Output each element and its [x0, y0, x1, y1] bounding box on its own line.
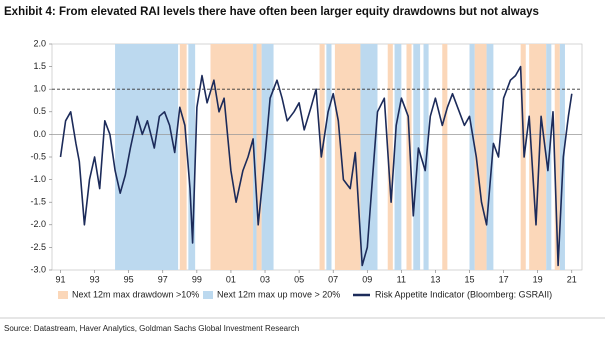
y-tick-label: 0.0 [33, 129, 46, 139]
shaded-band [469, 44, 475, 270]
shaded-band [520, 44, 526, 270]
y-tick-label: -0.5 [30, 151, 46, 161]
x-tick-label: 15 [465, 274, 475, 284]
shaded-band [319, 44, 325, 270]
y-tick-label: 2.0 [33, 38, 46, 48]
x-tick-label: 95 [124, 274, 134, 284]
shaded-band [115, 44, 179, 270]
y-tick-label: -1.0 [30, 174, 46, 184]
shaded-band [261, 44, 274, 270]
x-tick-label: 01 [226, 274, 236, 284]
y-tick-label: -3.0 [30, 264, 46, 274]
shaded-band [188, 44, 196, 270]
x-tick-label: 99 [192, 274, 202, 284]
legend-label: Risk Appetite Indicator (Bloomberg: GSRA… [375, 289, 552, 299]
x-tick-label: 07 [328, 274, 338, 284]
legend-label: Next 12m max drawdown >10% [72, 289, 199, 299]
x-tick-label: 03 [260, 274, 270, 284]
shaded-band [179, 44, 187, 270]
x-tick-label: 19 [533, 274, 543, 284]
chart-title: Exhibit 4: From elevated RAI levels ther… [4, 6, 539, 18]
shaded-band [413, 44, 421, 270]
x-tick-label: 91 [56, 274, 66, 284]
legend-swatch [203, 291, 213, 299]
x-tick-label: 05 [294, 274, 304, 284]
line-series [59, 65, 573, 267]
shaded-band [210, 44, 254, 270]
source: Source: Datastream, Haver Analytics, Gol… [4, 324, 299, 333]
y-tick-label: -2.5 [30, 242, 46, 252]
x-tick-label: 17 [499, 274, 509, 284]
shaded-band [387, 44, 393, 270]
x-tick-label: 93 [90, 274, 100, 284]
shaded-band [554, 44, 560, 270]
shaded-band [442, 44, 448, 270]
x-tick-label: 97 [158, 274, 168, 284]
shaded-band [559, 44, 565, 270]
y-tick-label: -2.0 [30, 219, 46, 229]
shaded-band [486, 44, 494, 270]
y-tick-label: 1.5 [33, 61, 46, 71]
shaded-band [326, 44, 332, 270]
shaded-band [360, 44, 378, 270]
shaded-band [394, 44, 402, 270]
y-tick-label: -1.5 [30, 197, 46, 207]
y-tick-label: 0.5 [33, 106, 46, 116]
x-tick-label: 09 [362, 274, 372, 284]
x-tick-label: 21 [567, 274, 577, 284]
y-tick-label: 1.0 [33, 84, 46, 94]
shaded-band [256, 44, 262, 270]
legend-label: Next 12m max up move > 20% [217, 289, 340, 299]
shaded-band [529, 44, 547, 270]
shaded-band [334, 44, 361, 270]
x-tick-label: 13 [430, 274, 440, 284]
legend-swatch [58, 291, 68, 299]
shaded-band [474, 44, 487, 270]
shaded-band [406, 44, 412, 270]
x-tick-label: 11 [397, 274, 406, 284]
